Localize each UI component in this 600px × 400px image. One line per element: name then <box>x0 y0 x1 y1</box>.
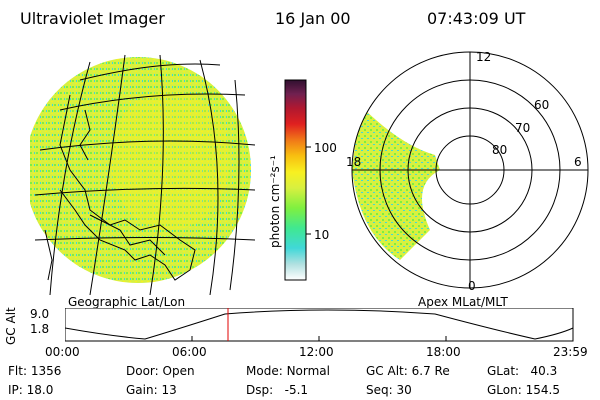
orbit-ylabel: GC Alt <box>4 307 18 345</box>
apex-polar-plot: 12 18 6 0 60 70 80 <box>346 50 589 293</box>
door-readout: Door: Open <box>126 364 195 378</box>
gain-readout: Gain: 13 <box>126 383 177 397</box>
apex-mlt-12: 12 <box>476 50 491 64</box>
orbit-xtick-0: 00:00 <box>45 345 80 359</box>
colorbar-unit-label: photon cm⁻²s⁻¹ <box>268 155 282 248</box>
colorbar-tick-10: 10 <box>314 228 330 242</box>
orbit-xtick-2: 12:00 <box>299 345 334 359</box>
apex-mlt-18: 18 <box>346 155 361 169</box>
time-label: 07:43:09 UT <box>427 9 526 28</box>
orbit-altitude-plot <box>65 308 574 342</box>
geographic-image <box>30 54 255 295</box>
apex-mlt-0: 0 <box>468 279 476 293</box>
apex-lat-80: 80 <box>492 143 507 157</box>
orbit-xtick-1: 06:00 <box>172 345 207 359</box>
glat-readout: GLat: 40.3 <box>487 364 558 378</box>
seq-readout: Seq: 30 <box>366 383 412 397</box>
mode-readout: Mode: Normal <box>246 364 330 378</box>
apex-lat-60: 60 <box>534 98 549 112</box>
geographic-caption: Geographic Lat/Lon <box>68 295 186 309</box>
orbit-xtick-4: 23:59 <box>553 345 588 359</box>
apex-mlt-6: 6 <box>574 155 582 169</box>
orbit-xtick-3: 18:00 <box>426 345 461 359</box>
colorbar-tick-100: 100 <box>314 141 337 155</box>
apex-caption: Apex MLat/MLT <box>418 295 508 309</box>
orbit-ytick-high: 9.0 <box>30 307 50 321</box>
imager-title: Ultraviolet Imager <box>20 9 165 28</box>
ip-readout: IP: 18.0 <box>8 383 54 397</box>
glon-readout: GLon: 154.5 <box>487 383 560 397</box>
dsp-readout: Dsp: -5.1 <box>246 383 309 397</box>
flt-readout: Flt: 1356 <box>8 364 62 378</box>
gcalt-readout: GC Alt: 6.7 Re <box>366 364 450 378</box>
date-label: 16 Jan 00 <box>275 9 351 28</box>
orbit-ytick-low: 1.8 <box>30 322 50 336</box>
colorbar <box>284 79 311 281</box>
apex-lat-70: 70 <box>515 121 530 135</box>
